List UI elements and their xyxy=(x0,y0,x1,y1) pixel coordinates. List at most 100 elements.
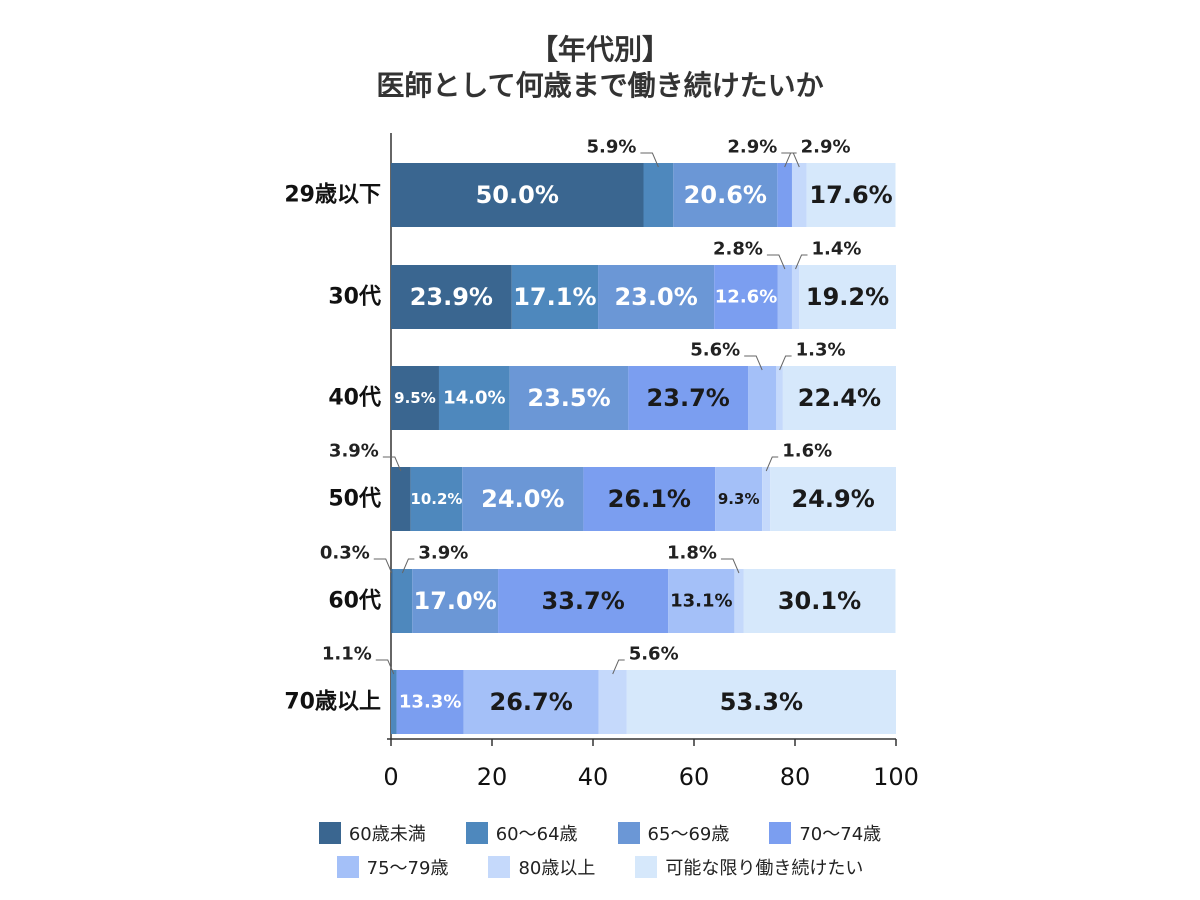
data-label: 12.6% xyxy=(715,287,777,308)
data-label-outside: 5.6% xyxy=(690,340,740,361)
data-label-outside: 1.3% xyxy=(796,340,846,361)
leader-line xyxy=(779,355,792,371)
bar-segment xyxy=(391,467,411,531)
data-label: 26.7% xyxy=(490,688,573,716)
legend-swatch xyxy=(465,822,488,844)
legend-swatch xyxy=(635,856,658,878)
bar-segment xyxy=(715,467,763,531)
leader-line xyxy=(720,558,740,574)
bar-segment xyxy=(782,366,896,430)
bar-segment xyxy=(392,569,413,633)
bar-segment xyxy=(791,265,800,329)
legend-label: 70～74歳 xyxy=(799,824,882,845)
legend-swatch xyxy=(318,822,341,844)
bar-segment xyxy=(626,670,896,734)
data-label-outside: 3.9% xyxy=(329,441,379,462)
data-label: 23.0% xyxy=(614,283,697,311)
data-label-outside: 5.6% xyxy=(629,644,679,665)
x-tick-label: 100 xyxy=(873,763,919,791)
data-label: 13.3% xyxy=(399,692,461,713)
data-label-outside: 1.4% xyxy=(812,239,862,260)
bar-segment xyxy=(743,569,896,633)
data-label: 30.1% xyxy=(778,587,861,615)
bar-segment xyxy=(806,163,896,227)
data-label: 13.1% xyxy=(670,591,732,612)
chart-title-line2: 医師として何歳まで働き続けたいか xyxy=(376,69,824,102)
data-label: 17.1% xyxy=(513,283,596,311)
bar-segment xyxy=(391,569,393,633)
leader-line xyxy=(765,456,779,472)
data-label: 10.2% xyxy=(410,490,462,508)
bar-segment xyxy=(391,670,397,734)
data-label: 33.7% xyxy=(542,587,625,615)
legend-item: 60～64歳 xyxy=(465,820,578,846)
data-label: 22.4% xyxy=(798,384,881,412)
data-label: 9.3% xyxy=(718,490,760,508)
bar-segment xyxy=(598,670,627,734)
category-label: 29歳以下 xyxy=(284,183,381,208)
category-label: 70歳以上 xyxy=(284,690,381,715)
leader-line xyxy=(375,659,395,675)
data-label: 23.5% xyxy=(527,384,610,412)
legend-row-2: 75～79歳 80歳以上 可能な限り働き続けたい xyxy=(0,854,1200,880)
data-label: 14.0% xyxy=(443,388,505,409)
chart-title-line1: 【年代別】 xyxy=(529,33,670,66)
leader-line xyxy=(781,152,800,168)
data-label: 17.0% xyxy=(414,587,497,615)
legend-item: 80歳以上 xyxy=(488,854,595,880)
bar-segment xyxy=(777,265,792,329)
bar-segment xyxy=(511,265,599,329)
data-label: 24.0% xyxy=(481,485,564,513)
data-label: 23.9% xyxy=(410,283,493,311)
bar-segment xyxy=(776,366,783,430)
leader-line xyxy=(401,558,415,574)
category-label: 30代 xyxy=(328,285,381,310)
bar-segment xyxy=(668,569,735,633)
data-label: 20.6% xyxy=(684,181,767,209)
data-label: 53.3% xyxy=(720,688,803,716)
bar-segment xyxy=(714,265,778,329)
bar-segment xyxy=(391,163,644,227)
data-label: 17.6% xyxy=(809,181,892,209)
data-label-outside: 3.9% xyxy=(418,543,468,564)
x-tick-label: 80 xyxy=(780,763,811,791)
data-label: 9.5% xyxy=(394,389,436,407)
legend-label: 65～69歳 xyxy=(647,824,730,845)
leader-line xyxy=(766,254,786,270)
bar-segment xyxy=(799,265,896,329)
legend-label: 75～79歳 xyxy=(366,858,449,879)
bar-segment xyxy=(777,163,792,227)
legend-label: 80歳以上 xyxy=(518,858,596,879)
bar-segment xyxy=(583,467,716,531)
data-label-outside: 2.8% xyxy=(713,239,763,260)
x-tick-label: 60 xyxy=(679,763,710,791)
bar-segment xyxy=(396,670,464,734)
bar-segment xyxy=(463,670,599,734)
data-label-outside: 2.9% xyxy=(801,137,851,158)
data-label: 24.9% xyxy=(791,485,874,513)
data-label-outside: 0.3% xyxy=(320,543,370,564)
x-tick-label: 0 xyxy=(383,763,398,791)
leader-line xyxy=(744,355,763,371)
legend-item: 60歳未満 xyxy=(318,820,426,846)
x-tick-label: 40 xyxy=(578,763,609,791)
legend-swatch xyxy=(336,856,359,878)
data-label-outside: 1.8% xyxy=(667,543,717,564)
data-label: 19.2% xyxy=(806,283,889,311)
bar-segment xyxy=(673,163,778,227)
legend-row-1: 60歳未満 60～64歳 65～69歳 70～74歳 xyxy=(0,820,1200,846)
legend-swatch xyxy=(488,856,511,878)
legend-item: 65～69歳 xyxy=(617,820,730,846)
legend-label: 可能な限り働き続けたい xyxy=(665,858,864,879)
bar-segment xyxy=(643,163,674,227)
data-label-outside: 1.6% xyxy=(782,441,832,462)
bar-segment xyxy=(598,265,715,329)
bar-segment xyxy=(438,366,510,430)
data-label-outside: 2.9% xyxy=(727,137,777,158)
bar-segment xyxy=(391,366,439,430)
data-label: 50.0% xyxy=(476,181,559,209)
category-label: 50代 xyxy=(328,487,381,512)
data-label: 26.1% xyxy=(608,485,691,513)
legend-item: 70～74歳 xyxy=(769,820,881,846)
legend-label: 60～64歳 xyxy=(495,824,578,845)
